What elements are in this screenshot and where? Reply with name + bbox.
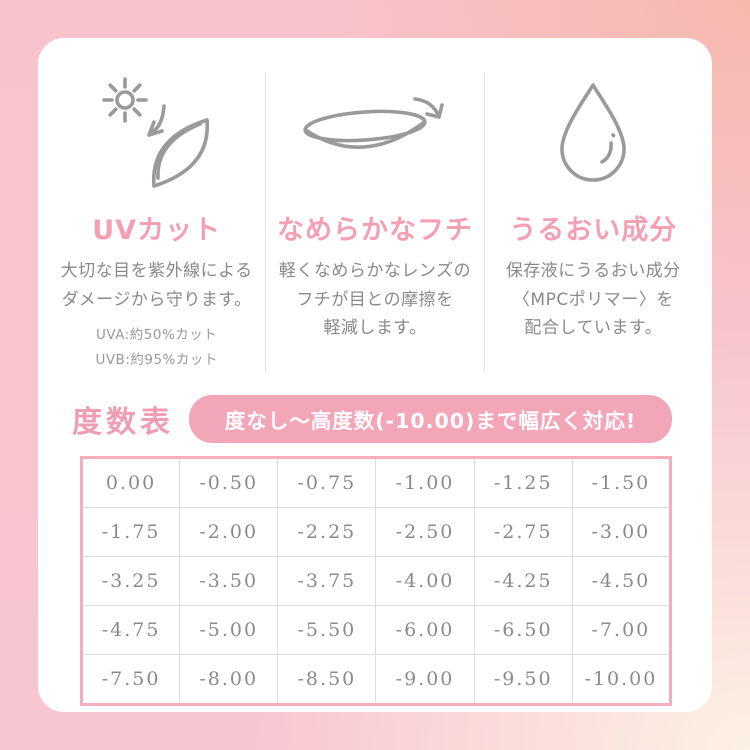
description-line: 保存液にうるおい成分 — [505, 261, 681, 281]
description-line: 大切な目を紫外線による — [60, 261, 253, 281]
power-value-cell: -3.25 — [80, 556, 181, 607]
power-value-cell: -10.00 — [571, 654, 672, 706]
features-row: UVカット 大切な目を紫外線による ダメージから守ります。 UVA:約50%カット… — [38, 38, 712, 374]
feature-title: うるおい成分 — [509, 215, 678, 246]
power-value-cell: -4.50 — [571, 556, 672, 607]
feature-description: 軽くなめらかなレンズの フチが目との摩擦を 軽減します。 — [272, 257, 477, 343]
description-line: フチが目との摩擦を — [296, 289, 454, 310]
feature-icon-wrap — [54, 72, 259, 194]
feature-description: 保存液にうるおい成分 〈MPCポリマー〉を 配合しています。 — [491, 257, 696, 343]
power-value-cell: 0.00 — [80, 457, 181, 509]
power-value-cell: -8.50 — [277, 654, 377, 706]
feature-title: UVカット — [92, 215, 222, 246]
description-line: 配合しています。 — [524, 318, 663, 339]
moisture-drop-icon — [560, 83, 627, 182]
power-value-cell: -7.50 — [80, 654, 181, 706]
uv-protection-icon — [101, 77, 209, 188]
power-value-cell: -4.25 — [473, 556, 573, 607]
power-value-cell: -2.25 — [277, 507, 377, 558]
smooth-edge-lens-icon — [303, 97, 444, 149]
feature-smooth-edge: なめらかなフチ 軽くなめらかなレンズの フチが目との摩擦を 軽減します。 — [265, 72, 483, 374]
power-value-cell: -4.00 — [375, 556, 475, 607]
power-value-cell: -6.00 — [375, 605, 475, 656]
uv-cut-notes: UVA:約50%カット UVB:約95%カット — [54, 323, 259, 373]
power-value-cell: -5.50 — [277, 605, 377, 656]
power-value-cell: -5.00 — [179, 605, 279, 656]
power-value-cell: -6.50 — [473, 605, 573, 656]
power-value-cell: -0.50 — [179, 457, 279, 509]
power-value-cell: -8.00 — [179, 654, 279, 706]
feature-icon-wrap — [272, 72, 477, 194]
power-table-header: 度数表 度なし〜高度数(-10.00)まで幅広く対応! — [72, 395, 672, 444]
power-value-cell: -2.75 — [473, 507, 573, 558]
description-line: ダメージから守ります。 — [61, 289, 252, 310]
power-value-cell: -3.50 — [179, 556, 279, 607]
feature-title: なめらかなフチ — [276, 215, 473, 246]
description-line: 軽くなめらかなレンズの — [278, 261, 472, 281]
power-table: 0.00 -0.50 -0.75 -1.00 -1.25 -1.50 -1.75 -2.00-… — [80, 456, 672, 707]
power-value-cell: -3.75 — [277, 556, 377, 607]
power-value-cell: -7.00 — [571, 605, 672, 656]
power-table-row: -3.25 -3.50 -3.75 -4.00 -4.25 -4.50 — [80, 556, 672, 607]
feature-icon-wrap — [491, 72, 696, 194]
description-line: 〈MPCポリマー〉を — [512, 289, 674, 310]
power-value-cell: -0.75 — [277, 457, 377, 509]
power-value-cell: -9.50 — [473, 654, 573, 706]
power-table-heading: 度数表 — [72, 405, 174, 441]
power-table-row: -4.75 -5.00 -5.50 -6.00 -6.50 -7.00 — [80, 605, 672, 656]
power-value-cell: -9.00 — [375, 654, 475, 706]
power-value-cell: -1.25 — [473, 457, 573, 509]
feature-moisture: うるおい成分 保存液にうるおい成分 〈MPCポリマー〉を 配合しています。 — [483, 72, 702, 374]
power-table-row: 0.00 -0.50 -0.75 -1.00 -1.25 -1.50 — [80, 457, 672, 509]
power-value-cell: -1.75 — [80, 507, 181, 558]
description-line: 軽減します。 — [323, 318, 427, 339]
feature-uv-cut: UVカット 大切な目を紫外線による ダメージから守ります。 UVA:約50%カット… — [48, 72, 265, 373]
power-value-cell: -2.00 — [179, 507, 279, 558]
power-value-cell: -2.50 — [375, 507, 475, 558]
power-table-row: -1.75 -2.00 -2.25 -2.50 -2.75 -3.00 — [80, 507, 672, 558]
power-table-row: -7.50 -8.00 -8.50 -9.00 -9.50 -10.00 — [80, 654, 672, 706]
power-value-cell: -4.75 — [80, 605, 181, 656]
power-value-cell: -1.50 — [571, 457, 672, 509]
note-line: UVA:約50%カット — [96, 327, 218, 344]
power-table-body: 0.00 -0.50 -0.75 -1.00 -1.25 -1.50 -1.75 -2.00-… — [80, 457, 672, 706]
note-line: UVB:約95%カット — [95, 352, 218, 369]
content-panel: UVカット 大切な目を紫外線による ダメージから守ります。 UVA:約50%カット… — [38, 38, 712, 712]
feature-description: 大切な目を紫外線による ダメージから守ります。 — [54, 257, 259, 314]
power-value-cell: -3.00 — [571, 507, 672, 558]
power-value-cell: -1.00 — [375, 457, 475, 509]
power-range-badge: 度なし〜高度数(-10.00)まで幅広く対応! — [189, 395, 672, 444]
